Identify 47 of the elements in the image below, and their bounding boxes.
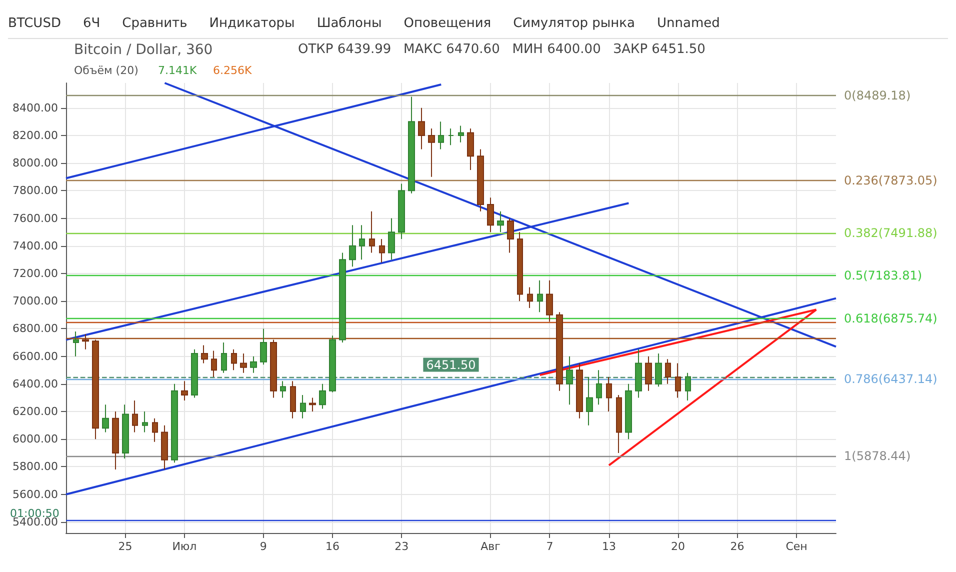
- y-tick-label: 7400.00: [12, 239, 58, 252]
- x-tick-label: 23: [394, 540, 409, 553]
- ref-line-label: 6451.50: [426, 358, 476, 372]
- text: ОТКР 6439.99 МАКС 6470.60 МИН 6400.00 ЗАКР 6451.50: [298, 42, 706, 57]
- chart-title: Bitcoin / Dollar, 360: [74, 42, 213, 58]
- y-tick-label: 8200.00: [12, 128, 58, 142]
- y-tick-label: 7000.00: [12, 294, 58, 308]
- text: 6Ч: [82, 16, 100, 30]
- y-tick-label: 5600.00: [12, 488, 58, 501]
- x-tick-label: 25: [118, 540, 132, 553]
- y-tick-label: 6600.00: [12, 350, 58, 363]
- ref-line-label: 1(5878.44): [844, 448, 911, 463]
- text: 7.141K: [158, 64, 198, 77]
- x-tick-label: 16: [326, 540, 340, 553]
- y-tick-label: 7800.00: [12, 184, 58, 198]
- text: 6.256K: [213, 64, 252, 77]
- ref-line-label: 0.618(6875.74): [844, 311, 938, 326]
- y-tick-label: 7200.00: [12, 266, 58, 280]
- y-tick-label: 7600.00: [12, 212, 58, 225]
- y-tick-label: 6400.00: [12, 377, 58, 390]
- x-tick-label: 20: [671, 540, 686, 553]
- text: Unnamed: [657, 16, 720, 30]
- x-tick-label: Июл: [172, 540, 197, 553]
- text: Симулятор рынка: [513, 16, 635, 30]
- x-tick-label: 7: [546, 540, 554, 553]
- ref-line-label: 0(8489.18): [844, 88, 911, 103]
- ref-line-label: 0.236(7873.05): [844, 174, 938, 188]
- text: Объём (20): [74, 64, 138, 77]
- x-tick-label: Авг: [480, 540, 501, 553]
- y-tick-label: 6200.00: [12, 405, 58, 418]
- y-tick-label: 6000.00: [12, 432, 58, 446]
- text: Оповещения: [404, 16, 492, 30]
- y-tick-label: 5800.00: [12, 460, 58, 474]
- ref-line-label: 0.786(6437.14): [844, 372, 938, 386]
- y-tick-label: 6800.00: [12, 322, 58, 336]
- x-tick-label: 9: [260, 540, 267, 553]
- ref-line-label: 0.382(7491.88): [844, 226, 938, 240]
- y-tick-label: 8000.00: [12, 156, 58, 170]
- x-tick-label: Сен: [786, 540, 808, 553]
- text: BTCUSD: [8, 16, 61, 30]
- text: Индикаторы: [209, 16, 295, 30]
- y-tick-label: 8400.00: [12, 101, 58, 114]
- text: Сравнить: [122, 16, 188, 30]
- ref-line-label: 0.5(7183.81): [844, 268, 922, 283]
- x-tick-label: 13: [602, 540, 616, 553]
- x-tick-label: 26: [730, 540, 744, 553]
- text: Шаблоны: [316, 16, 382, 30]
